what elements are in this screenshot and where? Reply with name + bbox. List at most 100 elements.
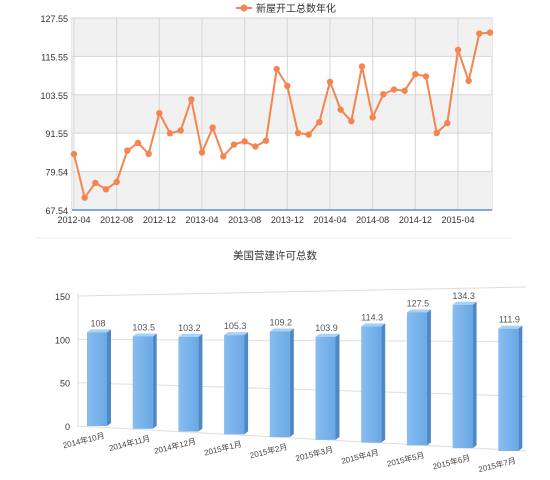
line-point[interactable] — [113, 178, 120, 186]
y-tick-label: 127.55 — [40, 14, 68, 24]
bar-chart: 美国营建许可总数 0 50 100 150 108 103.5 103.2 105.3 109… — [55, 249, 527, 474]
bar[interactable] — [498, 325, 523, 451]
line-point[interactable] — [390, 86, 398, 93]
line-point[interactable] — [284, 82, 291, 90]
bar[interactable] — [269, 328, 294, 438]
x-tick-label: 2012-08 — [100, 215, 133, 225]
bar-value-label: 103.9 — [315, 323, 338, 333]
bar-side — [244, 332, 249, 435]
line-point[interactable] — [476, 30, 483, 37]
bar-side — [289, 328, 294, 438]
bar-y-gridline — [77, 425, 527, 452]
line-point[interactable] — [220, 153, 227, 160]
line-point[interactable] — [188, 96, 195, 103]
bar-value-label: 108 — [90, 318, 105, 328]
line-point[interactable] — [252, 143, 259, 150]
line-grid-bands — [72, 18, 492, 210]
line-point[interactable] — [369, 114, 376, 121]
bar-chart-title: 美国营建许可总数 — [233, 249, 317, 262]
line-point[interactable] — [177, 127, 184, 134]
line-x-tick-labels: 2012-04 2012-08 2012-12 2013-04 2013-08 2013-… — [57, 215, 474, 225]
line-point[interactable] — [444, 119, 451, 127]
line-point[interactable] — [145, 150, 152, 158]
line-point[interactable] — [422, 73, 430, 80]
bar-side — [335, 333, 340, 440]
bar-value-label: 109.2 — [270, 317, 293, 327]
line-point[interactable] — [81, 194, 88, 201]
line-point[interactable] — [198, 149, 206, 156]
x-tick-label: 2014-08 — [356, 215, 389, 225]
bar[interactable] — [452, 301, 477, 449]
bar-front — [132, 336, 153, 429]
x-tick-label: 2013-08 — [228, 215, 261, 225]
bar-x-tick-label: 2014年10月 — [62, 430, 106, 450]
bar[interactable] — [315, 333, 340, 440]
grid-band — [72, 171, 492, 210]
bar-side — [107, 329, 111, 426]
bar-x-tick-label: 2015年6月 — [432, 452, 472, 471]
line-legend[interactable]: 新屋开工总数年化 — [236, 2, 336, 15]
line-point[interactable] — [401, 87, 408, 94]
bar-x-tick-label: 2014年11月 — [108, 433, 151, 453]
line-point[interactable] — [102, 186, 110, 193]
bar-x-tick-label: 2015年7月 — [477, 455, 517, 474]
bar-top — [224, 332, 249, 336]
line-point[interactable] — [124, 147, 131, 154]
line-point[interactable] — [134, 139, 142, 147]
bar-x-tick-label: 2015年3月 — [294, 444, 334, 463]
y-tick-label: 91.55 — [45, 129, 68, 139]
line-point[interactable] — [326, 78, 334, 86]
bar-y-tick-label: 150 — [55, 292, 70, 302]
bar-top — [361, 323, 386, 327]
bar-side — [152, 333, 157, 429]
bar-side — [518, 325, 523, 451]
bar-value-label: 103.2 — [178, 323, 201, 333]
x-tick-label: 2012-04 — [57, 215, 90, 225]
line-point[interactable] — [486, 29, 494, 36]
bar[interactable] — [87, 329, 111, 426]
line-point[interactable] — [273, 65, 280, 73]
line-series-points — [70, 29, 494, 201]
bar[interactable] — [178, 333, 203, 432]
line-point[interactable] — [412, 70, 419, 78]
line-point[interactable] — [262, 137, 270, 144]
bar-value-label: 103.5 — [132, 322, 155, 332]
line-point[interactable] — [316, 118, 323, 126]
bar[interactable] — [224, 332, 249, 435]
bar[interactable] — [132, 333, 157, 429]
line-point[interactable] — [156, 109, 163, 117]
line-point[interactable] — [337, 106, 344, 113]
bar-value-label: 111.9 — [499, 315, 520, 325]
line-point[interactable] — [294, 129, 302, 137]
bar[interactable] — [406, 309, 431, 446]
line-point[interactable] — [433, 129, 440, 137]
bar-top — [452, 301, 477, 305]
line-y-tick-labels: 67.54 79.54 91.55 103.55 115.55 127.55 — [40, 14, 68, 216]
line-chart: 67.54 79.54 91.55 103.55 115.55 127.55 2012-0… — [40, 2, 494, 225]
line-point[interactable] — [70, 150, 78, 158]
line-point[interactable] — [358, 63, 366, 70]
bar-value-label: 114.3 — [361, 312, 383, 322]
bar-x-tick-label: 2014年12月 — [153, 436, 197, 456]
bar-top — [132, 333, 157, 337]
line-point[interactable] — [465, 77, 472, 85]
line-point[interactable] — [348, 117, 355, 125]
line-point[interactable] — [230, 141, 238, 148]
line-point[interactable] — [166, 130, 174, 137]
bar[interactable] — [361, 323, 386, 443]
bar-value-labels: 108 103.5 103.2 105.3 109.2 103.9 114.3 127.5 13… — [90, 291, 519, 333]
bar-x-tick-label: 2015年2月 — [249, 441, 289, 460]
line-point[interactable] — [380, 91, 387, 98]
line-point[interactable] — [241, 138, 248, 145]
line-point[interactable] — [209, 124, 216, 131]
bar-value-label: 127.5 — [407, 298, 430, 308]
bar-value-label: 134.3 — [452, 291, 475, 301]
bar-front — [178, 336, 199, 432]
bar-series — [87, 301, 523, 451]
line-point[interactable] — [454, 46, 462, 54]
bar-side — [198, 333, 203, 432]
line-point[interactable] — [305, 131, 312, 138]
line-point[interactable] — [92, 179, 99, 187]
grid-band — [72, 94, 492, 134]
